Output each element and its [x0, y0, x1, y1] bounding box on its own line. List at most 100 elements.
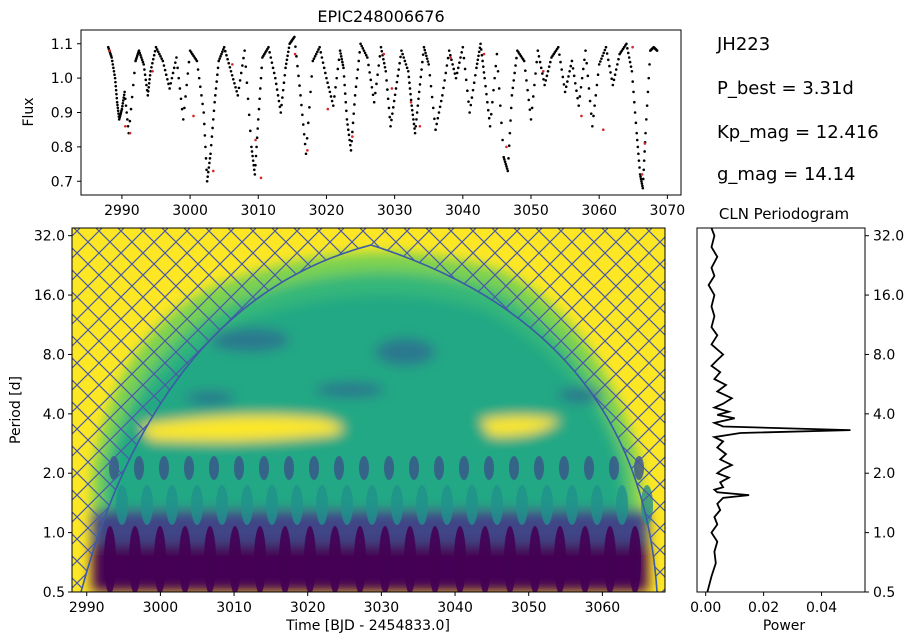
light-curve-point [505, 167, 509, 170]
light-curve-point [116, 106, 120, 110]
light-curve-point [646, 90, 650, 94]
light-curve-point [337, 58, 341, 62]
light-curve-point [594, 94, 598, 97]
wavelet-ticks: 2990 3000 3010 3020 3030 3040 3050 3060 0.5 1.0 2.… [34, 229, 620, 616]
light-curve-point [145, 83, 148, 87]
light-curve-point [413, 127, 416, 130]
light-curve-point [497, 87, 501, 90]
light-curve-point [364, 53, 368, 57]
light-curve-point [388, 115, 392, 119]
light-curve-point [221, 50, 224, 54]
light-curve-point [396, 74, 400, 78]
light-curve-point [229, 69, 233, 73]
light-curve-point [645, 118, 648, 121]
light-curve-point [367, 63, 370, 67]
light-curve-point [433, 117, 436, 121]
light-curve-point [274, 76, 277, 80]
wavelet-streak [116, 485, 128, 525]
light-curve-point [509, 106, 513, 110]
wavelet-streak [304, 526, 316, 592]
light-curve-point [424, 51, 427, 55]
light-curve-point [114, 80, 117, 84]
light-curve-point [181, 118, 185, 121]
light-curve-point [499, 104, 502, 107]
light-curve-point [492, 88, 495, 92]
light-curve-point [124, 124, 127, 128]
light-curve-point [644, 131, 647, 135]
light-curve-point [293, 52, 297, 56]
light-curve-point [616, 63, 619, 66]
light-curve-point [505, 145, 508, 149]
light-curve-point [138, 51, 142, 55]
light-curve-point [376, 73, 379, 76]
light-curve-point [247, 113, 251, 117]
light-curve-point [218, 57, 221, 60]
light-curve-point [643, 142, 647, 145]
light-curve-point [528, 108, 532, 111]
light-curve-point [534, 72, 537, 75]
light-curve-point [456, 66, 460, 70]
light-curve-point [362, 49, 366, 52]
light-curve-point [466, 89, 469, 93]
light-curve-point [286, 54, 289, 58]
light-curve-point [602, 51, 606, 55]
light-curve-point [146, 90, 150, 93]
wavelet-streak [604, 526, 616, 592]
light-curve-point [208, 157, 212, 160]
light-curve-point [108, 49, 111, 52]
light-curve-point [287, 46, 291, 50]
light-curve-point [484, 84, 487, 88]
light-curve-point [394, 87, 398, 90]
light-curve-ytick-label: 1.1 [51, 37, 73, 53]
light-curve-point [185, 83, 188, 87]
light-curve-point [357, 59, 361, 63]
light-curve-point [459, 56, 462, 59]
light-curve-point [380, 49, 384, 53]
wavelet-streak [579, 526, 591, 592]
light-curve-point [617, 57, 620, 61]
periodogram-ytick-label: 0.5 [873, 585, 895, 601]
light-curve-point [241, 64, 244, 67]
wavelet-ytick-label: 0.5 [43, 585, 65, 601]
wavelet-streak [234, 456, 244, 480]
info-period: P_best = 3.31d [717, 78, 854, 99]
light-curve-point [563, 90, 567, 94]
light-curve-point [488, 124, 492, 128]
light-curve-point [131, 83, 135, 87]
light-curve-point [220, 52, 223, 56]
light-curve-point [312, 57, 316, 60]
wavelet-streak [459, 456, 469, 480]
light-curve-point [141, 60, 145, 64]
light-curve-point [389, 124, 392, 128]
light-curve-point [393, 93, 397, 97]
light-curve-point [589, 112, 593, 115]
light-curve-point [110, 59, 114, 63]
light-curve-point [333, 95, 336, 98]
light-curve-point [382, 52, 386, 56]
light-curve-point [338, 49, 342, 52]
light-curve-point [175, 56, 178, 59]
light-curve-point [201, 102, 204, 106]
light-curve-point [112, 69, 116, 73]
light-curve-point [586, 74, 590, 78]
light-curve-title: EPIC248006676 [317, 7, 444, 26]
light-curve-point [345, 118, 349, 121]
light-curve-point [204, 145, 207, 149]
wavelet-ytick-label: 1.0 [43, 526, 65, 542]
wavelet-streak [341, 485, 353, 525]
light-curve-point [633, 111, 637, 114]
light-curve-point [597, 63, 601, 66]
light-curve-point [224, 49, 227, 53]
light-curve-point [581, 67, 585, 71]
light-curve-point [279, 111, 283, 114]
light-curve-point [329, 95, 333, 98]
light-curve-point [544, 79, 548, 82]
light-curve-point [467, 100, 470, 103]
wavelet-streak [284, 456, 294, 480]
light-curve-point [383, 65, 387, 69]
light-curve-point [421, 60, 424, 64]
light-curve-xtick-label: 2990 [104, 203, 140, 219]
light-curve-point [317, 48, 320, 51]
wavelet-streak [559, 456, 569, 480]
light-curve-point [612, 78, 616, 82]
